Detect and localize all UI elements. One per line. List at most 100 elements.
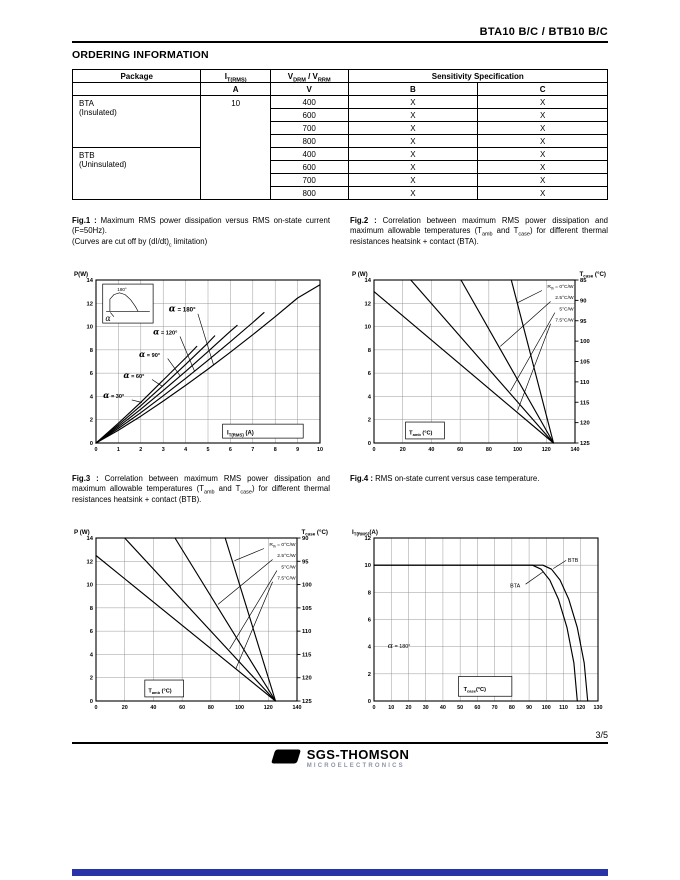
svg-text:120: 120	[302, 676, 312, 682]
st-logo-icon: ST	[271, 749, 301, 764]
v-cell: 700	[269, 173, 349, 187]
fig2-chart: 0 20 40 60 80 100 120 140 0 2 4 6 8 10 12 14 85 90 95 100 10…	[350, 268, 608, 460]
svg-text:6: 6	[368, 371, 372, 377]
figures-row-1: Fig.1 : Maximum RMS power dissipation ve…	[72, 216, 608, 460]
svg-text:IT(RMS)​(A): IT(RMS)​(A)	[352, 529, 378, 537]
svg-text:30: 30	[423, 705, 429, 711]
document-title: BTA10 B/C / BTB10 B/C	[479, 26, 608, 38]
package-name: BTB	[79, 151, 95, 160]
svg-text:40: 40	[440, 705, 446, 711]
fig4-caption-text: RMS on-state current versus case tempera…	[375, 474, 540, 483]
svg-text:100: 100	[235, 705, 244, 711]
svg-text:α: α	[105, 314, 111, 323]
svg-text:2.5°C/W: 2.5°C/W	[555, 295, 574, 301]
svg-text:80: 80	[486, 447, 492, 453]
svg-text:6: 6	[90, 629, 94, 635]
c-cell: X	[477, 147, 608, 161]
fig3-caption: Fig.3 : Correlation between maximum RMS …	[72, 474, 330, 524]
svg-text:60: 60	[474, 705, 480, 711]
brand-block: SGS-THOMSON MICROELECTRONICS	[307, 747, 410, 769]
v-cell: 800	[269, 134, 349, 148]
svg-text:0: 0	[373, 705, 376, 711]
svg-text:4: 4	[368, 394, 372, 400]
svg-text:2: 2	[139, 447, 142, 453]
svg-text:125: 125	[302, 699, 312, 705]
fig2-caption-text: Correlation between maximum RMS power di…	[350, 216, 609, 246]
package-note: (Uninsulated)	[79, 160, 127, 169]
svg-text:140: 140	[293, 705, 302, 711]
svg-text:14: 14	[87, 278, 94, 284]
svg-text:Tamb​ (°C): Tamb​ (°C)	[148, 688, 171, 695]
b-cell: X	[347, 173, 479, 187]
c-cell: X	[477, 173, 608, 187]
svg-text:10: 10	[388, 705, 394, 711]
fig3-chart-svg: 0 20 40 60 80 100 120 140 0 2 4 6 8 10 12 14 90 95 100 105 1…	[74, 529, 329, 711]
fig4-caption: Fig.4 : RMS on-state current versus case…	[350, 474, 608, 524]
fig1-column: Fig.1 : Maximum RMS power dissipation ve…	[72, 216, 330, 460]
svg-text:6: 6	[90, 371, 94, 377]
svg-text:P (W): P (W)	[352, 271, 368, 278]
package-note: (Insulated)	[79, 108, 117, 117]
svg-text:Tcase​ (°C): Tcase​ (°C)	[302, 529, 329, 537]
package-btb-cell: BTB (Uninsulated)	[71, 147, 202, 200]
svg-text:80: 80	[208, 705, 214, 711]
svg-text:4: 4	[90, 652, 94, 658]
svg-text:9: 9	[296, 447, 299, 453]
svg-text:0: 0	[90, 699, 93, 705]
table-row: BTA (Insulated) 10 400 X X	[71, 95, 608, 200]
svg-text:180°: 180°	[117, 287, 127, 292]
svg-text:110: 110	[559, 705, 568, 711]
table-header-row: Package IT(RMS) VDRM / VRRM Sensitivity …	[71, 69, 608, 83]
c-cell: X	[477, 121, 608, 135]
svg-text:40: 40	[428, 447, 434, 453]
svg-text:105: 105	[302, 606, 312, 612]
b-cell: X	[347, 108, 479, 122]
b-cell: X	[347, 160, 479, 174]
svg-text:Rth​ = 0°C/W: Rth​ = 0°C/W	[269, 542, 296, 548]
svg-text:α = 60°: α = 60°	[123, 370, 144, 380]
header-rule	[72, 41, 608, 43]
svg-text:12: 12	[87, 559, 93, 565]
fig3-chart: 0 20 40 60 80 100 120 140 0 2 4 6 8 10 12 14 90 95 100 105 1…	[72, 526, 330, 718]
svg-text:10: 10	[365, 325, 371, 331]
svg-text:8: 8	[274, 447, 277, 453]
svg-text:7.5°C/W: 7.5°C/W	[277, 575, 296, 581]
svg-text:110: 110	[580, 380, 589, 386]
svg-text:95: 95	[580, 319, 587, 325]
svg-text:12: 12	[87, 301, 93, 307]
figures-row-2: Fig.3 : Correlation between maximum RMS …	[72, 474, 608, 718]
svg-text:90: 90	[302, 536, 308, 542]
b-cell: X	[347, 147, 479, 161]
package-name: BTA	[79, 99, 94, 108]
svg-text:20: 20	[400, 447, 406, 453]
svg-text:0: 0	[368, 441, 371, 447]
fig2-caption-label: Fig.2 :	[350, 216, 377, 225]
fig1-caption-note: (Curves are cut off by (dI/dt)c limitati…	[72, 236, 208, 249]
c-cell: X	[477, 186, 608, 200]
fig3-caption-label: Fig.3 :	[72, 474, 99, 483]
svg-text:20: 20	[405, 705, 411, 711]
v-cell: 400	[269, 147, 349, 161]
svg-text:α = 180°: α = 180°	[169, 304, 196, 314]
fig4-chart-svg: 0 10 20 30 40 50 60 70 80 90 100 110 120 130 0 2 4 6 8 10 12…	[352, 529, 603, 711]
svg-text:3: 3	[162, 447, 165, 453]
svg-text:6: 6	[229, 447, 232, 453]
package-bta-cell: BTA (Insulated)	[71, 95, 202, 148]
svg-text:12: 12	[365, 536, 371, 542]
svg-text:α = 180°: α = 180°	[388, 641, 411, 650]
col-header-sensitivity: Sensitivity Specification	[347, 69, 608, 83]
svg-text:7.5°C/W: 7.5°C/W	[555, 317, 574, 323]
table-row: 800 X X	[73, 134, 608, 148]
fig4-caption-label: Fig.4 :	[350, 474, 373, 483]
svg-text:0: 0	[368, 699, 371, 705]
svg-text:2.5°C/W: 2.5°C/W	[277, 553, 296, 559]
svg-text:2: 2	[368, 672, 371, 678]
svg-text:Tamb​ (°C): Tamb​ (°C)	[409, 430, 432, 437]
svg-text:5°C/W: 5°C/W	[559, 306, 574, 312]
svg-text:4: 4	[368, 645, 372, 651]
svg-text:14: 14	[87, 536, 94, 542]
b-cell: X	[347, 134, 479, 148]
v-cell: 800	[269, 186, 349, 200]
c-cell: X	[477, 108, 608, 122]
